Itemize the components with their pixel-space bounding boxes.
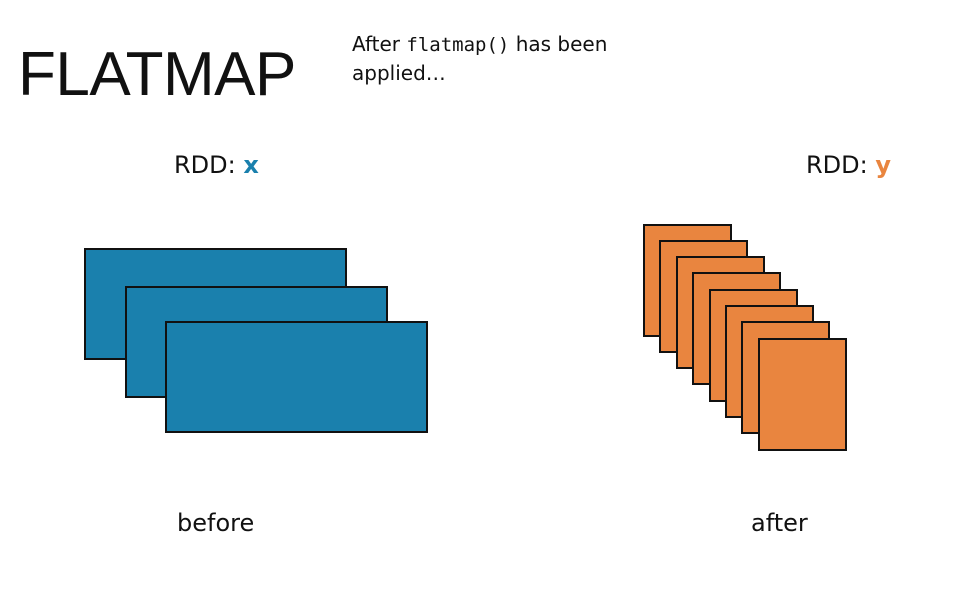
rdd-y-label: RDD: y <box>806 150 891 180</box>
rdd-y-name: y <box>875 151 892 179</box>
rdd-x-partition-1 <box>84 248 347 360</box>
after-label: after <box>751 509 808 537</box>
rdd-x-name: x <box>243 151 259 179</box>
rdd-y-prefix: RDD: <box>806 151 876 179</box>
rdd-x-prefix: RDD: <box>174 151 244 179</box>
rdd-y-partition-7 <box>741 321 830 434</box>
rdd-x-label: RDD: x <box>174 150 259 180</box>
caption-suffix: has been applied… <box>352 32 608 85</box>
caption-prefix: After <box>352 32 407 56</box>
caption-text: After flatmap() has been applied… <box>352 30 692 87</box>
rdd-y-partition-1 <box>643 224 732 337</box>
rdd-x-partition-3 <box>165 321 428 433</box>
rdd-y-partition-3 <box>676 256 765 369</box>
rdd-y-partition-8 <box>758 338 847 451</box>
before-label: before <box>177 509 255 537</box>
rdd-x-partition-2 <box>125 286 388 398</box>
slide-title: FLATMAP <box>18 40 296 109</box>
rdd-y-partition-5 <box>709 289 798 402</box>
rdd-y-partition-2 <box>659 240 748 353</box>
rdd-y-partition-6 <box>725 305 814 418</box>
caption-code: flatmap() <box>406 34 510 56</box>
rdd-y-partition-4 <box>692 272 781 385</box>
